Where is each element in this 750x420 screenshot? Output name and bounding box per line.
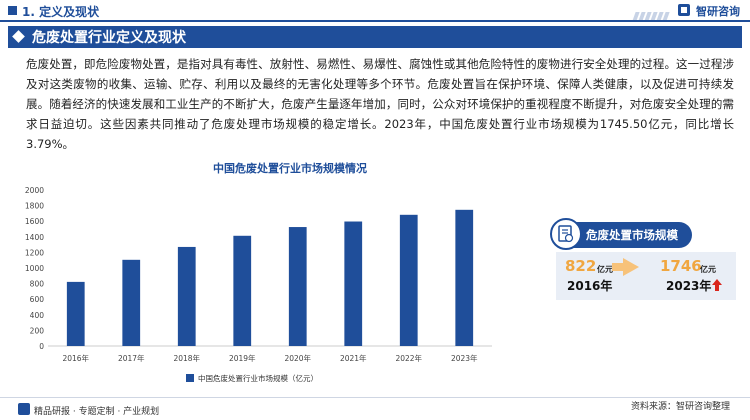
- end-year: 2023年: [666, 279, 712, 293]
- x-tick-label: 2020年: [284, 353, 311, 363]
- x-tick-label: 2021年: [340, 353, 367, 363]
- y-tick-label: 400: [30, 311, 45, 320]
- bar: [455, 209, 474, 346]
- footer-slogan: 精品研报 · 专题定制 · 产业规划: [34, 407, 160, 417]
- y-tick-label: 800: [30, 280, 45, 289]
- y-tick-label: 0: [39, 342, 44, 351]
- legend-swatch: [186, 374, 194, 382]
- document-chart-icon: [558, 225, 574, 243]
- data-source: 资料来源：智研咨询整理: [630, 402, 730, 412]
- bar: [344, 221, 363, 346]
- y-tick-label: 1400: [25, 233, 44, 242]
- bar: [122, 259, 141, 346]
- chart-title: 中国危废处置行业市场规模情况: [213, 162, 367, 175]
- y-tick-label: 1200: [25, 248, 44, 257]
- x-tick-label: 2019年: [229, 353, 256, 363]
- growth-arrow-shaft: [612, 263, 624, 271]
- start-unit: 亿元: [597, 265, 613, 274]
- bar: [288, 227, 307, 346]
- start-value: 822: [565, 257, 597, 275]
- end-unit: 亿元: [700, 265, 716, 274]
- x-tick-label: 2018年: [173, 353, 200, 363]
- bar: [177, 246, 196, 346]
- brand-name: 智研咨询: [696, 5, 740, 18]
- y-tick-label: 1600: [25, 217, 44, 226]
- x-tick-label: 2022年: [395, 353, 422, 363]
- top-bar: 1. 定义及现状 智研咨询: [0, 0, 750, 22]
- x-tick-label: 2016年: [62, 353, 89, 363]
- description-paragraph: 危废处置，即危险废物处置，是指对具有毒性、放射性、易燃性、易爆性、腐蚀性或其他危…: [26, 57, 734, 151]
- y-tick-label: 600: [30, 295, 45, 304]
- legend-label: 中国危废处置行业市场规模（亿元）: [198, 373, 318, 383]
- footer: 精品研报 · 专题定制 · 产业规划 资料来源：智研咨询整理: [0, 397, 750, 420]
- end-value: 1746: [660, 257, 702, 275]
- panel-header: 危废处置市场规模: [550, 218, 692, 250]
- section-title: 1. 定义及现状: [22, 5, 100, 19]
- bar: [399, 214, 418, 346]
- section-marker-icon: [8, 6, 17, 15]
- title-banner: 危废处置行业定义及现状: [8, 26, 742, 48]
- header-divider: [0, 20, 750, 22]
- panel-icon-circle: [550, 218, 582, 250]
- y-tick-label: 2000: [25, 186, 44, 195]
- panel-title: 危废处置市场规模: [586, 228, 678, 242]
- brand-logo-icon: [678, 4, 690, 16]
- bar: [233, 235, 252, 346]
- y-tick-label: 200: [30, 326, 45, 335]
- footer-divider: [0, 397, 750, 398]
- x-tick-label: 2017年: [118, 353, 145, 363]
- increase-arrow-icon: [712, 279, 722, 291]
- banner-title: 危废处置行业定义及现状: [32, 30, 186, 46]
- panel-body: [556, 252, 736, 300]
- y-tick-label: 1000: [25, 264, 44, 273]
- growth-arrow-icon: [623, 258, 639, 276]
- y-tick-label: 1800: [25, 202, 44, 211]
- x-tick-label: 2023年: [451, 353, 478, 363]
- start-year: 2016年: [567, 279, 613, 293]
- bar: [66, 281, 85, 346]
- footer-logo-icon: [18, 403, 30, 415]
